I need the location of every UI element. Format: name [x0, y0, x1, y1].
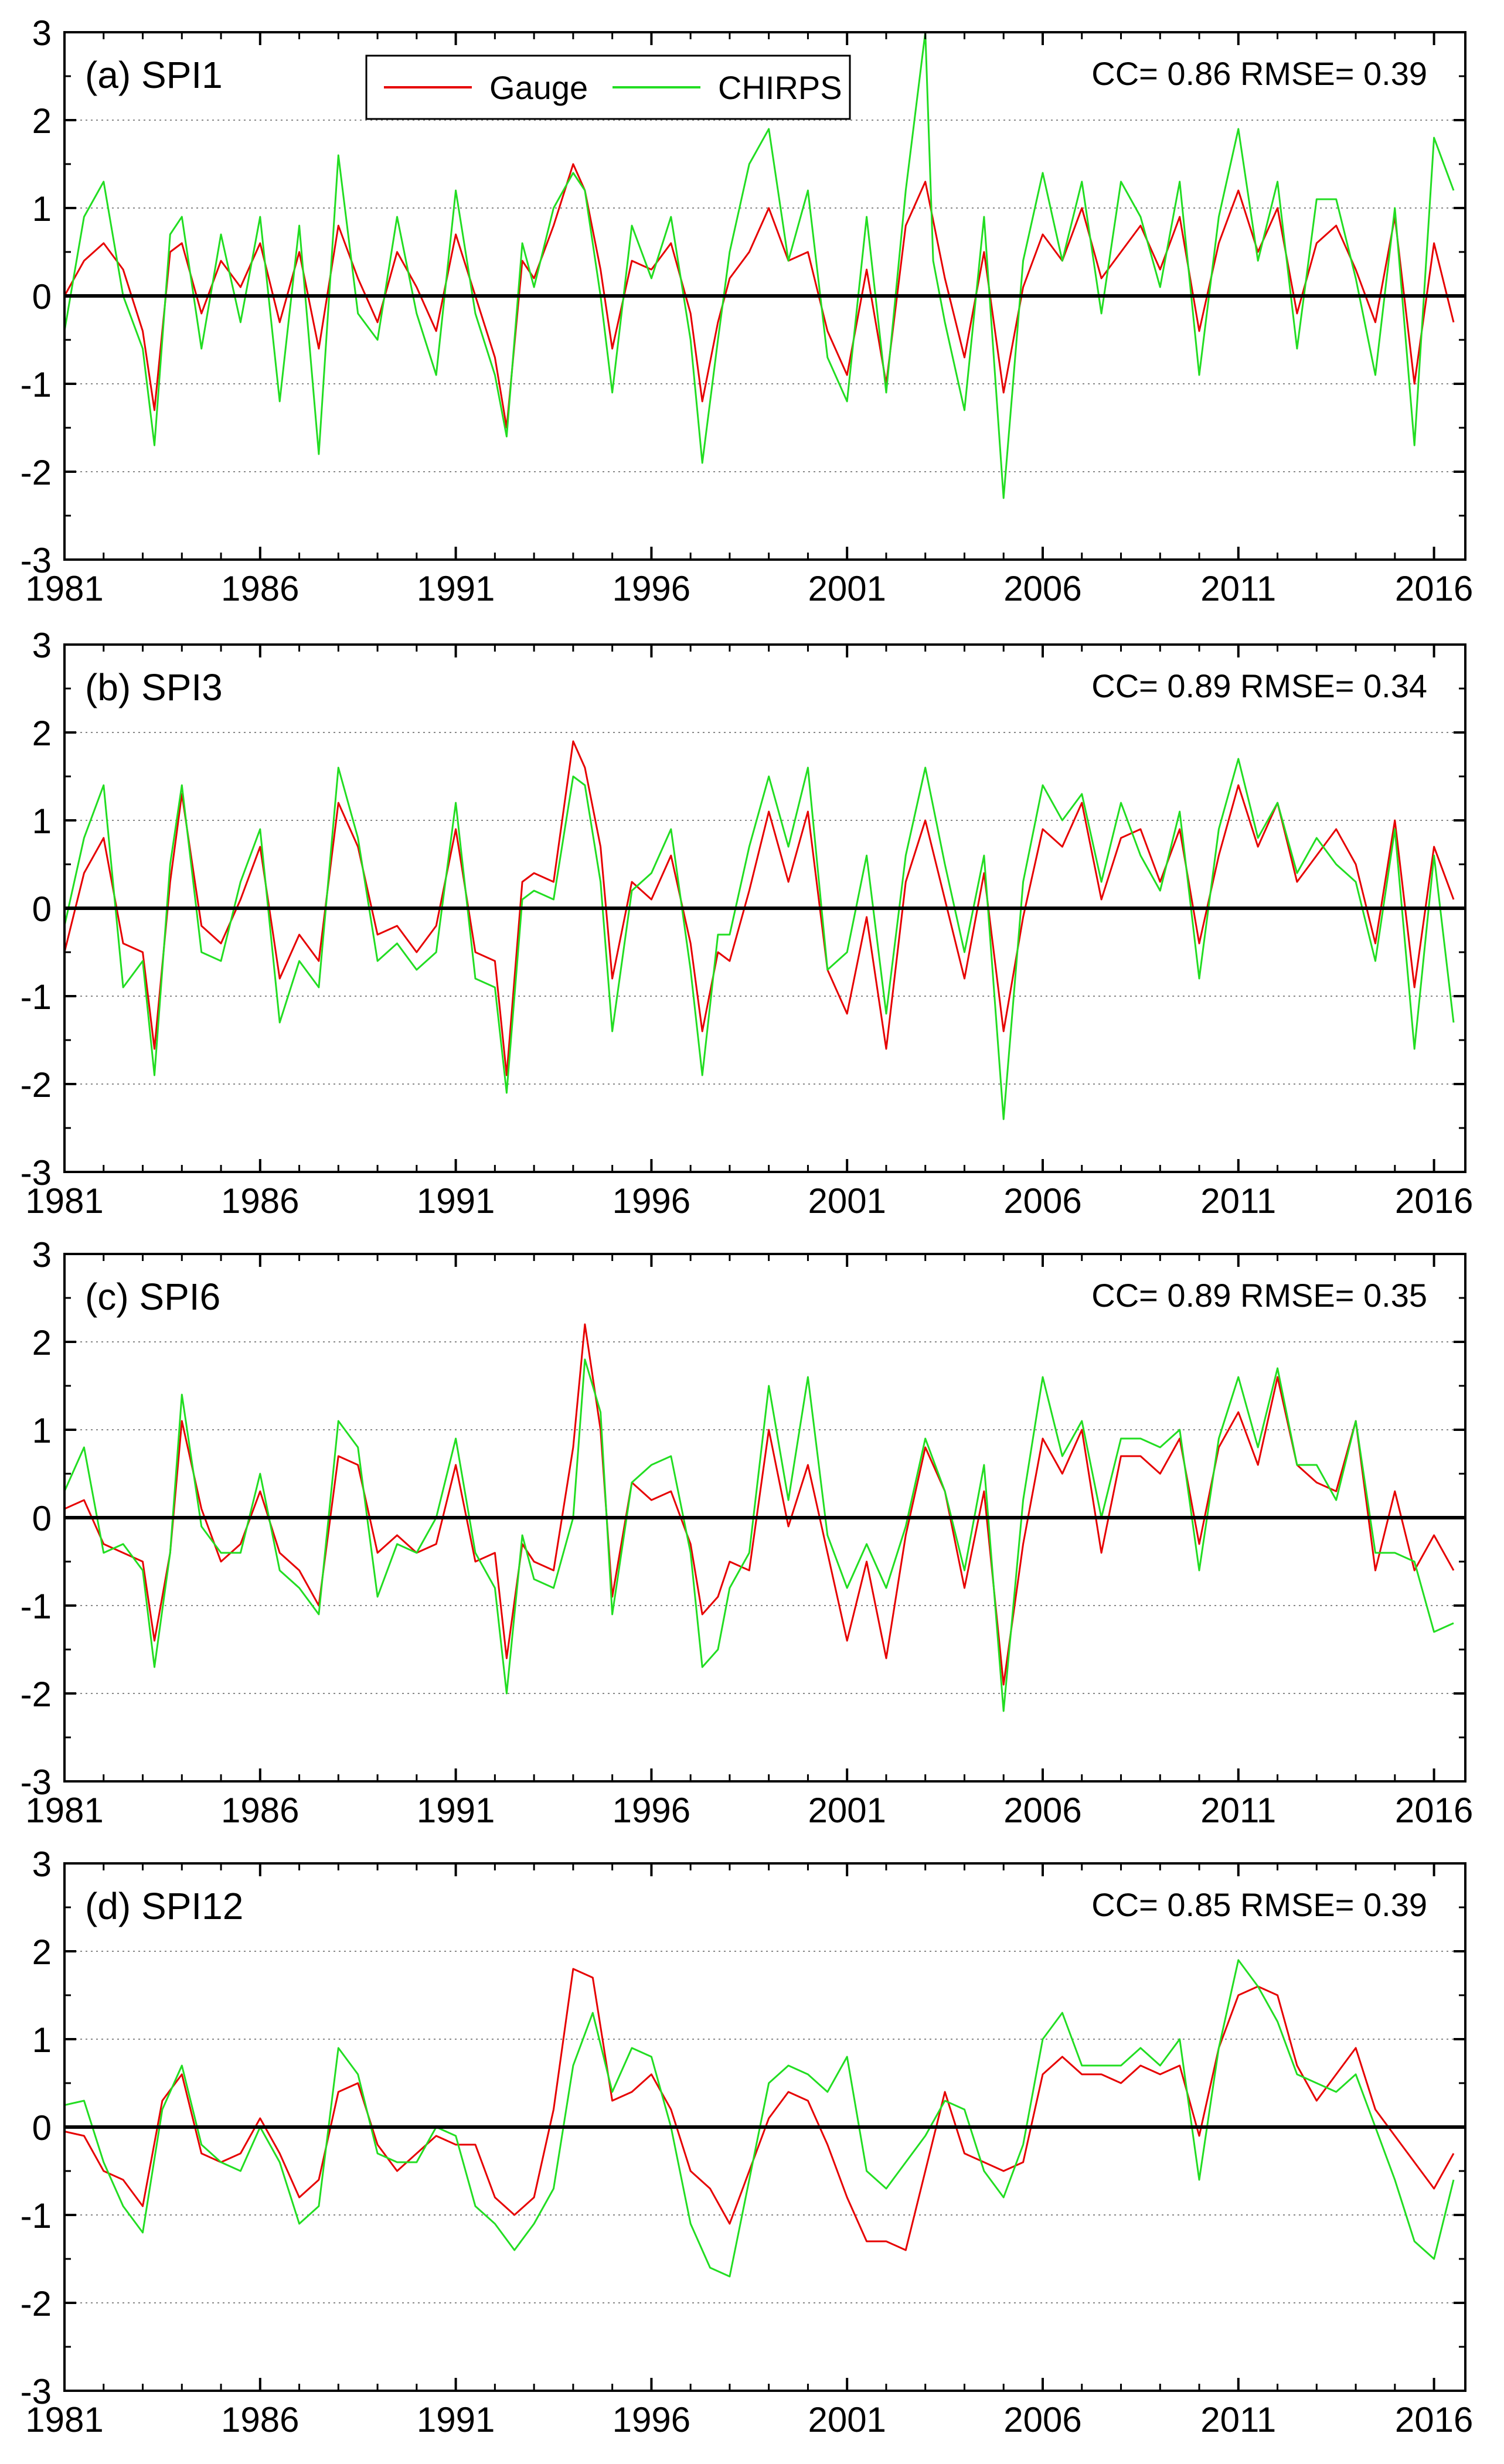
x-tick-label: 1981: [25, 2400, 103, 2439]
y-tick-label: -3: [21, 541, 52, 580]
y-tick-label: 3: [32, 1235, 52, 1274]
stats-annotation: CC= 0.86 RMSE= 0.39: [1091, 55, 1427, 92]
y-tick-label: 2: [32, 1323, 52, 1362]
y-tick-label: 0: [32, 1499, 52, 1538]
x-tick-label: 1991: [417, 1181, 495, 1221]
y-tick-label: 0: [32, 890, 52, 929]
x-tick-label: 2006: [1003, 569, 1081, 608]
y-tick-label: 1: [32, 2020, 52, 2060]
x-tick-label: 2011: [1200, 1791, 1276, 1830]
x-tick-label: 1991: [417, 1791, 495, 1830]
y-tick-label: -3: [21, 1153, 52, 1192]
x-tick-label: 2001: [808, 569, 886, 608]
x-tick-label: 1991: [417, 2400, 495, 2439]
y-tick-label: 0: [32, 277, 52, 316]
y-tick-label: -2: [21, 453, 52, 492]
x-tick-label: 2001: [808, 1181, 886, 1221]
x-tick-label: 2011: [1200, 1181, 1276, 1221]
x-tick-label: 1996: [613, 2400, 690, 2439]
y-tick-label: -3: [21, 1763, 52, 1802]
y-tick-label: 2: [32, 101, 52, 141]
x-tick-label: 1986: [221, 2400, 299, 2439]
legend-label-chirps: CHIRPS: [718, 69, 842, 106]
y-tick-label: -2: [21, 1065, 52, 1105]
y-tick-label: -1: [21, 365, 52, 404]
x-tick-label: 2006: [1003, 1181, 1081, 1221]
legend-label-gauge: Gauge: [489, 69, 588, 106]
series-line-chirps: [64, 1358, 1454, 1712]
x-tick-label: 2016: [1395, 2400, 1473, 2439]
y-tick-label: 0: [32, 2108, 52, 2148]
legend: Gauge CHIRPS: [365, 54, 851, 120]
x-tick-label: 1986: [221, 569, 299, 608]
panel-label: (b) SPI3: [85, 666, 223, 708]
x-tick-label: 2011: [1200, 2400, 1276, 2439]
x-tick-label: 1996: [613, 569, 690, 608]
x-tick-label: 2006: [1003, 1791, 1081, 1830]
y-tick-label: 2: [32, 1933, 52, 1972]
stats-annotation: CC= 0.89 RMSE= 0.34: [1091, 667, 1427, 704]
stats-annotation: CC= 0.89 RMSE= 0.35: [1091, 1277, 1427, 1314]
x-tick-label: 1986: [221, 1791, 299, 1830]
x-tick-label: 2001: [808, 1791, 886, 1830]
series-line-gauge: [64, 1968, 1455, 2251]
x-tick-label: 2016: [1395, 569, 1473, 608]
series-line-gauge: [64, 1323, 1455, 1686]
x-tick-label: 2001: [808, 2400, 886, 2439]
y-tick-label: -3: [21, 2372, 52, 2411]
y-tick-label: 3: [32, 13, 52, 53]
x-tick-label: 2006: [1003, 2400, 1081, 2439]
y-tick-label: 1: [32, 1411, 52, 1450]
x-tick-label: 1996: [613, 1181, 690, 1221]
series-line-chirps: [64, 758, 1455, 1120]
stats-annotation: CC= 0.85 RMSE= 0.39: [1091, 1886, 1427, 1923]
x-tick-label: 1991: [417, 569, 495, 608]
y-tick-label: -1: [21, 2196, 52, 2235]
x-tick-label: 1996: [613, 1791, 690, 1830]
panel-label: (a) SPI1: [85, 54, 223, 96]
x-tick-label: 1981: [25, 1181, 103, 1221]
x-tick-label: 1981: [25, 569, 103, 608]
y-tick-label: 2: [32, 714, 52, 753]
series-line-chirps: [64, 32, 1455, 499]
series-line-chirps: [64, 1959, 1455, 2278]
y-tick-label: 1: [32, 802, 52, 841]
y-tick-label: -2: [21, 1675, 52, 1714]
y-tick-label: 1: [32, 189, 52, 229]
x-tick-label: 1986: [221, 1181, 299, 1221]
x-tick-label: 2016: [1395, 1791, 1473, 1830]
y-tick-label: -2: [21, 2284, 52, 2323]
panel-label: (c) SPI6: [85, 1276, 220, 1318]
y-tick-label: -1: [21, 977, 52, 1017]
x-tick-label: 2016: [1395, 1181, 1473, 1221]
y-tick-label: 3: [32, 626, 52, 665]
x-tick-label: 2011: [1200, 569, 1276, 608]
y-tick-label: -1: [21, 1587, 52, 1626]
y-tick-label: 3: [32, 1845, 52, 1884]
panel-label: (d) SPI12: [85, 1885, 243, 1927]
x-tick-label: 1981: [25, 1791, 103, 1830]
